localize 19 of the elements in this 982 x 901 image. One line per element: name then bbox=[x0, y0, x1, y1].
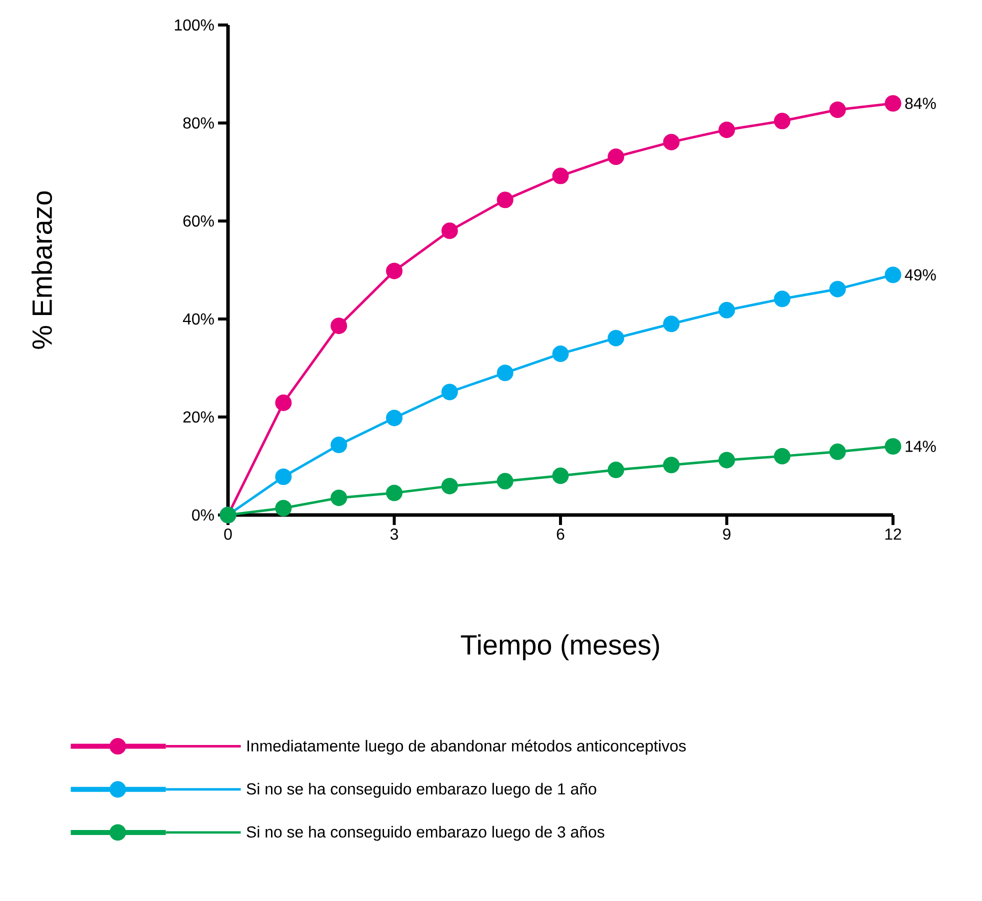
data-label: 14% bbox=[906, 440, 936, 452]
data-label: 49% bbox=[904, 269, 936, 281]
y-tick-label: 80% bbox=[183, 117, 214, 129]
data-label: 84% bbox=[905, 98, 936, 110]
y-axis-title: % Embarazo bbox=[32, 191, 52, 349]
legend-label: Inmediatamente luego de abandonar métodos anticonceptivos bbox=[247, 740, 686, 755]
x-tick-label: 9 bbox=[723, 528, 730, 540]
y-tick-label: 20% bbox=[183, 411, 214, 423]
x-tick-label: 3 bbox=[390, 528, 398, 540]
legend-label: Si no se ha conseguido embarazo luego de 3 años bbox=[246, 826, 604, 841]
x-tick-label: 0 bbox=[224, 528, 232, 540]
x-tick-label: 12 bbox=[885, 528, 902, 540]
y-tick-label: 40% bbox=[182, 313, 214, 325]
y-tick-label: 0% bbox=[192, 509, 214, 521]
legend-label: Si no se ha conseguido embarazo luego de 1 año bbox=[246, 782, 596, 798]
y-tick-label: 100% bbox=[174, 19, 214, 31]
y-tick-label: 60% bbox=[183, 215, 214, 227]
x-axis-title: Tiempo (meses) bbox=[460, 634, 659, 660]
x-tick-label: 6 bbox=[556, 528, 564, 540]
